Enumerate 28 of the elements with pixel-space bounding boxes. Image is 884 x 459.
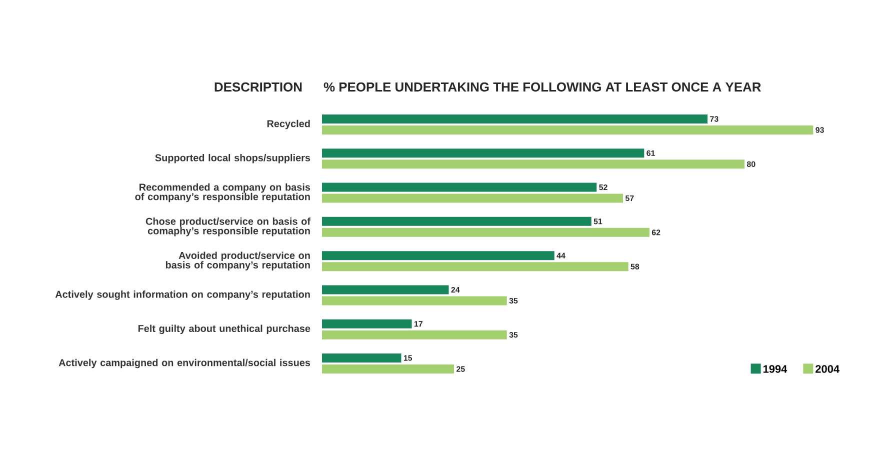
bar: [322, 182, 597, 192]
bar: [322, 364, 454, 374]
bar: [322, 296, 507, 306]
bar: [322, 330, 507, 340]
bar: [322, 354, 402, 363]
y-tick-label: Avoided product/service on basis of company’s reputation: [166, 252, 310, 270]
y-tick-label: Chose product/service on basis of comaphy’s responsible reputation: [146, 218, 310, 236]
bar: [322, 160, 745, 169]
bar: [322, 285, 449, 294]
bar: [322, 148, 644, 158]
legend-label: 2004: [816, 365, 840, 373]
legend-label: 1994: [763, 365, 788, 373]
y-tick-label: Recommended a company on basis of company’s responsible reputation: [135, 183, 310, 202]
y-tick-label: Actively sought information on company’s reputation: [55, 290, 310, 300]
y-tick-label: Felt guilty about unethical purchase: [138, 324, 310, 334]
bar: [322, 216, 592, 226]
y-tick-label: Supported local shops/suppliers: [155, 154, 310, 164]
y-tick-label: Actively campaigned on environmental/social issues: [58, 358, 310, 368]
bar: [322, 251, 554, 260]
bar: [322, 262, 628, 272]
bar: [322, 114, 708, 124]
bar: [322, 228, 650, 237]
y-axis-title: DESCRIPTION: [214, 82, 302, 92]
bar: [322, 125, 814, 134]
y-tick-label: Recycled: [267, 120, 310, 130]
bar: [322, 319, 412, 328]
bar: [322, 194, 624, 203]
chart-title: % PEOPLE UNDERTAKING THE FOLLOWING AT LEAST ONCE A YEAR: [324, 82, 761, 92]
